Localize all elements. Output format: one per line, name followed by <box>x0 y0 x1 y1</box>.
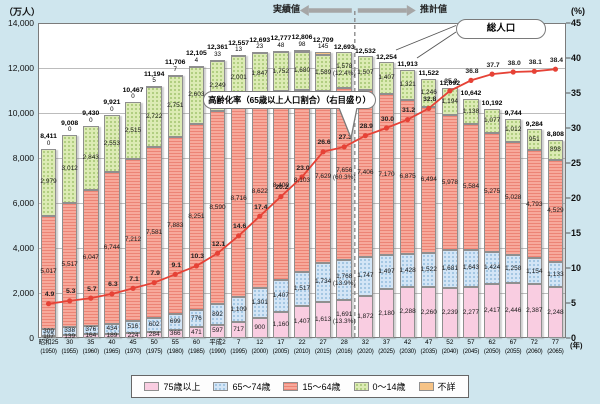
legend-swatch <box>144 382 160 391</box>
total-callout-pointer <box>395 25 457 51</box>
left-axis-unit-label: （万人） <box>4 7 41 17</box>
aging-rate-point <box>426 105 432 111</box>
aging-rate-point <box>383 125 390 131</box>
aging-rate-point <box>489 71 495 77</box>
aging-rate-point <box>257 213 263 219</box>
aging-rate-point <box>130 285 136 291</box>
legend-label: 0～14歳 <box>372 382 406 392</box>
aging-rate-point <box>193 263 199 269</box>
aging-rate-point <box>236 233 242 239</box>
aging-rate-point <box>320 149 326 155</box>
aging-rate-point <box>405 117 411 123</box>
actual-arrow-head <box>299 5 309 16</box>
aging-rate-point <box>552 66 559 72</box>
legend-swatch <box>213 382 229 391</box>
aging-rate-point <box>151 280 157 286</box>
aging-rate-point <box>172 271 178 277</box>
legend-label: 65～74歳 <box>232 382 271 392</box>
legend-item: 不詳 <box>418 380 456 393</box>
aging-rate-callout: 高齢化率（65歳以上人口割合）（右目盛り） <box>203 91 376 109</box>
aging-rate-point <box>109 291 115 297</box>
legend: 75歳以上 65～74歳 15～64歳 0～14歳 不詳 <box>131 375 469 398</box>
legend-label: 不詳 <box>437 382 456 392</box>
total-population-callout: 総人口 <box>456 19 546 39</box>
aging-rate-point <box>447 88 453 94</box>
total-callout-pointer <box>416 31 457 59</box>
aging-rate-point <box>510 69 516 75</box>
legend-label: 75歳以上 <box>163 382 201 392</box>
legend-item: 65～74歳 <box>213 380 270 393</box>
legend-item: 0～14歳 <box>353 380 406 393</box>
aging-rate-point <box>278 194 284 200</box>
aging-rate-point <box>45 301 52 307</box>
aging-rate-point <box>531 68 537 74</box>
legend-wrap: 75歳以上 65～74歳 15～64歳 0～14歳 不詳 <box>0 375 600 398</box>
estimate-values-label: 推計値 <box>420 4 448 14</box>
aging-rate-point <box>299 174 305 180</box>
estimate-arrow-head <box>406 5 416 16</box>
legend-swatch <box>353 382 369 391</box>
legend-item: 75歳以上 <box>144 380 200 393</box>
aging-rate-point <box>88 295 94 301</box>
right-axis-unit-label: (%) <box>571 6 585 16</box>
year-axis-unit-label: (年) <box>570 341 583 350</box>
aging-rate-point <box>341 144 347 150</box>
aging-rate-point <box>67 298 73 304</box>
aging-rate-callout-tail <box>338 107 358 140</box>
legend-label: 15～64歳 <box>302 382 341 392</box>
legend-swatch <box>418 382 434 391</box>
actual-arrow-body <box>308 8 352 13</box>
aging-rate-point <box>362 133 368 139</box>
aging-rate-point <box>214 250 221 256</box>
actual-values-label: 実績値 <box>272 4 300 14</box>
aging-rate-point <box>468 77 474 83</box>
legend-item: 15～64歳 <box>283 380 341 393</box>
estimate-arrow-body <box>357 8 407 13</box>
legend-swatch <box>283 382 299 391</box>
